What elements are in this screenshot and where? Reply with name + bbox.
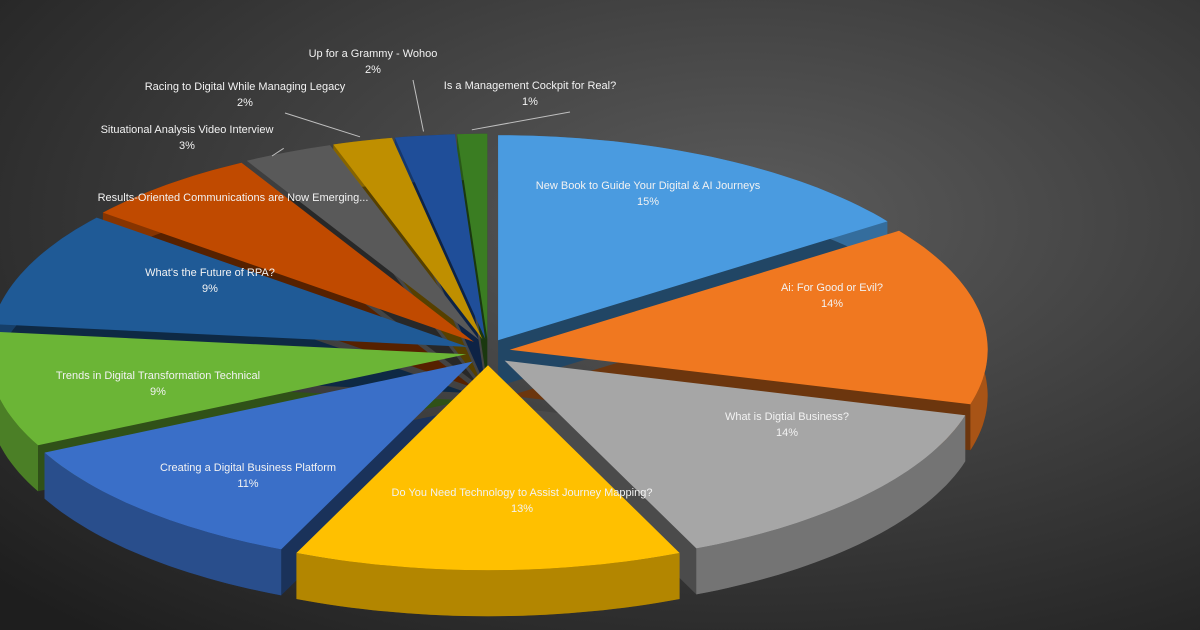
slice-label: Trends in Digital Transformation Technic…	[56, 370, 260, 382]
slice-label: Racing to Digital While Managing Legacy	[145, 81, 346, 93]
slice-value-label: 14%	[776, 427, 798, 439]
slice-label: New Book to Guide Your Digital & AI Jour…	[536, 180, 761, 192]
slice-label: Is a Management Cockpit for Real?	[444, 80, 616, 92]
slice	[102, 162, 474, 342]
slice-value-label: 11%	[237, 478, 258, 490]
leader-line	[471, 111, 571, 131]
slice	[509, 230, 988, 405]
slice-value-label: 9%	[150, 386, 166, 398]
slice-wall	[44, 452, 282, 596]
slice-value-label: 3%	[179, 140, 195, 152]
slice-label: Creating a Digital Business Platform	[160, 462, 336, 474]
slice-label: Results-Oriented Communications are Now …	[98, 192, 369, 204]
slice-wall	[0, 399, 38, 492]
slice-label: Do You Need Technology to Assist Journey…	[392, 487, 653, 499]
slice-value-label: 9%	[202, 283, 218, 295]
slice-value-label: 14%	[821, 298, 843, 310]
leader-line	[412, 79, 424, 132]
slice	[296, 365, 680, 571]
slice	[44, 361, 473, 550]
data-labels: New Book to Guide Your Digital & AI Jour…	[56, 48, 883, 515]
slice	[394, 134, 486, 339]
slice-label: What is Digtial Business?	[725, 411, 849, 423]
slice-label: Up for a Grammy - Wohoo	[309, 48, 438, 60]
slice-label: What's the Future of RPA?	[145, 267, 275, 279]
slice-value-label: 2%	[237, 97, 253, 109]
slice	[246, 145, 480, 340]
slice-value-label: 13%	[511, 503, 533, 515]
slice-value-label: 15%	[637, 196, 659, 208]
leader-line	[271, 147, 284, 157]
slice-label: Ai: For Good or Evil?	[781, 282, 883, 294]
slice	[498, 135, 888, 341]
slice	[0, 332, 467, 446]
slice	[0, 217, 468, 347]
slice-value-label: 2%	[365, 64, 381, 76]
slice	[333, 137, 483, 340]
slice	[504, 360, 966, 549]
slice-wall	[696, 415, 966, 595]
slice-wall	[296, 553, 680, 617]
slice	[457, 133, 488, 339]
leader-line	[284, 112, 361, 138]
pie-tops	[0, 133, 988, 571]
slice-value-label: 1%	[522, 96, 538, 108]
slice-label: Situational Analysis Video Interview	[101, 124, 274, 136]
